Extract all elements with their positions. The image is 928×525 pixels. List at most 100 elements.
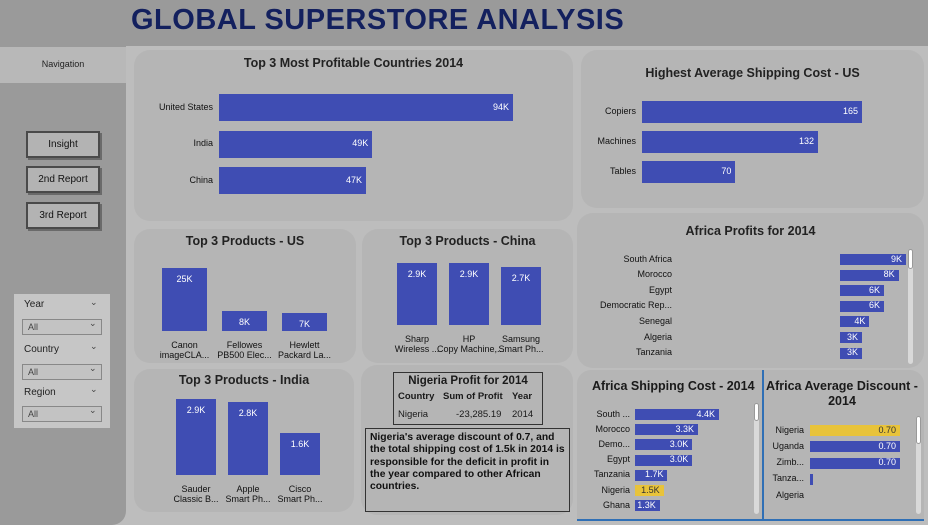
- 3rd-report-button[interactable]: 3rd Report: [26, 202, 100, 229]
- chevron-down-icon[interactable]: ⌄: [90, 297, 98, 307]
- category-label: United States: [158, 101, 213, 112]
- category-label: Sharp Wireless ...: [394, 334, 440, 354]
- scrollbar[interactable]: [908, 250, 913, 364]
- bar: [635, 500, 660, 512]
- chart-title: Africa Average Discount - 2014: [766, 379, 918, 408]
- category-label: Zimb...: [776, 457, 804, 468]
- nigeria-panel: [361, 365, 573, 515]
- slicer-panel: [14, 294, 110, 428]
- table-cell-country: Nigeria: [398, 409, 429, 420]
- bar: [219, 94, 513, 121]
- category-label: Fellowes PB500 Elec...: [217, 340, 272, 360]
- category-label: Egypt: [648, 284, 672, 295]
- category-label: Machines: [597, 136, 636, 146]
- chevron-down-icon[interactable]: ⌄: [89, 405, 97, 415]
- category-label: Ghana: [602, 499, 630, 510]
- region-slicer-label: Region: [24, 387, 56, 398]
- chart-title: Africa Profits for 2014: [685, 224, 816, 238]
- category-label: South Africa: [623, 253, 672, 264]
- data-label: 2.8K: [238, 407, 258, 418]
- data-label: 165: [842, 106, 858, 116]
- header-bar: [126, 0, 928, 46]
- data-label: 6K: [868, 284, 880, 295]
- bar: 2.9K: [176, 399, 216, 475]
- scrollbar-thumb[interactable]: [754, 403, 759, 421]
- data-label: 7K: [298, 319, 310, 330]
- data-label: 3K: [846, 331, 858, 342]
- category-label: Senegal: [638, 315, 672, 326]
- scrollbar[interactable]: [916, 416, 921, 514]
- bar: [642, 161, 736, 183]
- data-label: 47K: [345, 174, 362, 185]
- category-label: Algeria: [643, 331, 672, 342]
- category-label: Samsung Smart Ph...: [498, 334, 544, 354]
- chart-title: Top 3 Products - China: [399, 234, 536, 248]
- bar: [219, 130, 373, 158]
- category-label: Cisco Smart Ph...: [277, 484, 323, 504]
- scrollbar-thumb[interactable]: [916, 416, 921, 444]
- category-label: Canon imageCLA...: [159, 340, 210, 360]
- data-label: 2.9K: [186, 405, 206, 415]
- bar: [810, 457, 900, 469]
- bar: [219, 167, 366, 194]
- chart-title: Top 3 Products - US: [185, 234, 305, 248]
- category-label: Algeria: [775, 489, 804, 500]
- country-dropdown[interactable]: All: [22, 364, 102, 380]
- bar: 25K: [162, 268, 207, 331]
- bar: 2.9K: [397, 263, 437, 325]
- nigeria-table: Nigeria Profit for 2014 Country Sum of P…: [393, 372, 543, 425]
- data-label: 8K: [883, 269, 895, 280]
- table-cell-profit: -23,285.19: [456, 409, 502, 420]
- chevron-down-icon[interactable]: ⌄: [90, 341, 98, 351]
- table-header-year: Year: [512, 391, 533, 402]
- bar: [840, 332, 862, 343]
- category-label: Tanzania: [593, 469, 630, 480]
- region-dropdown[interactable]: All: [22, 406, 102, 422]
- year-slicer-label: Year: [24, 299, 45, 310]
- country-slicer-label: Country: [24, 344, 60, 355]
- chart-title: Top 3 Products - India: [178, 373, 310, 387]
- bar: [840, 285, 884, 297]
- category-label: Tanzania: [635, 347, 672, 358]
- scrollbar-thumb[interactable]: [908, 249, 913, 269]
- category-label: China: [189, 174, 213, 185]
- data-label: 1.7K: [644, 469, 664, 480]
- bar: 1.6K: [280, 433, 320, 475]
- bar: [642, 101, 862, 123]
- category-label: HP Copy Machine,...: [437, 334, 505, 354]
- 2nd-report-button[interactable]: 2nd Report: [26, 166, 100, 193]
- data-label: 4.4K: [696, 408, 715, 419]
- category-label: Tables: [609, 166, 636, 176]
- bar: [635, 424, 698, 436]
- category-label: Morocco: [595, 423, 630, 434]
- sidebar: [0, 0, 126, 525]
- chevron-down-icon[interactable]: ⌄: [90, 384, 98, 394]
- data-label: 94K: [492, 101, 509, 112]
- data-label: 6K: [868, 300, 880, 311]
- category-label: Hewlett Packard La...: [277, 340, 332, 360]
- shipping-us-panel: Highest Average Shipping Cost - US: [581, 50, 924, 208]
- data-label: 2.7K: [511, 273, 531, 284]
- data-label: 70: [721, 166, 732, 176]
- bar: [840, 347, 862, 359]
- chart-title: Africa Shipping Cost - 2014: [592, 379, 755, 393]
- scrollbar[interactable]: [754, 404, 759, 514]
- bar: [840, 300, 884, 312]
- category-label: Apple Smart Ph...: [225, 484, 271, 504]
- chevron-down-icon[interactable]: ⌄: [89, 318, 97, 328]
- chart-title: Top 3 Most Profitable Countries 2014: [243, 56, 464, 70]
- category-label: Democratic Rep...: [599, 300, 672, 311]
- year-dropdown[interactable]: All: [22, 319, 102, 335]
- page-title: GLOBAL SUPERSTORE ANALYSIS: [131, 4, 625, 36]
- bar: [840, 269, 899, 281]
- nav-label: Navigation: [41, 59, 85, 69]
- chevron-down-icon[interactable]: ⌄: [89, 363, 97, 373]
- category-label: South ...: [596, 408, 630, 419]
- table-header-profit: Sum of Profit: [443, 391, 503, 402]
- insight-button[interactable]: Insight: [26, 131, 100, 158]
- data-label: 25K: [176, 274, 193, 284]
- bar: 2.7K: [501, 267, 541, 325]
- bar: 2.9K: [449, 263, 489, 325]
- category-label: Nigeria: [601, 484, 630, 495]
- data-label: 132: [798, 136, 814, 146]
